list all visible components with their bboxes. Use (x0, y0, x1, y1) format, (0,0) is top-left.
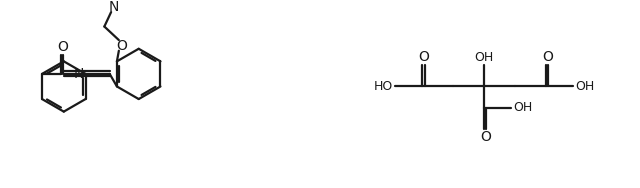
Text: OH: OH (575, 80, 595, 93)
Text: OH: OH (475, 51, 494, 64)
Text: O: O (542, 50, 553, 64)
Text: O: O (418, 50, 429, 64)
Text: HO: HO (374, 80, 394, 93)
Text: N: N (74, 67, 84, 81)
Text: O: O (480, 130, 491, 144)
Text: O: O (57, 40, 68, 54)
Text: O: O (116, 39, 127, 53)
Text: N: N (109, 0, 119, 14)
Text: OH: OH (513, 101, 532, 114)
